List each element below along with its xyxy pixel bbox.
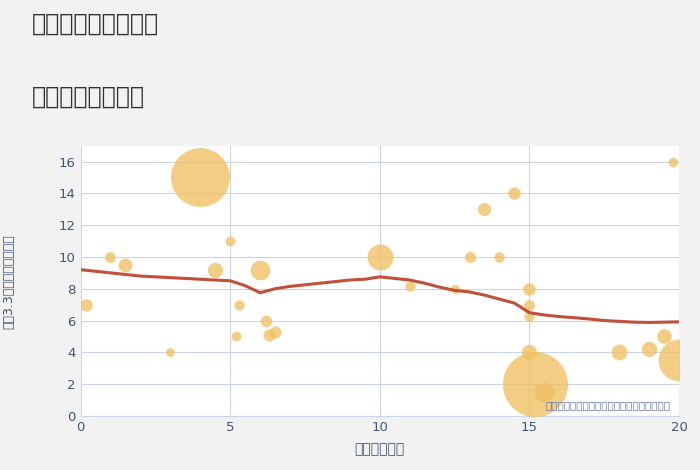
Point [613, 349, 624, 356]
Point [255, 266, 266, 274]
Point [105, 253, 116, 261]
Point [659, 333, 670, 340]
X-axis label: 駅距離（分）: 駅距離（分） [355, 442, 405, 456]
Point [81, 301, 92, 308]
Point [667, 158, 678, 165]
Point [479, 205, 490, 213]
Point [225, 237, 236, 245]
Point [524, 285, 535, 292]
Text: 千葉県香取市府馬の: 千葉県香取市府馬の [32, 12, 159, 36]
Point [263, 331, 274, 339]
Point [260, 317, 272, 324]
Point [539, 388, 550, 396]
Point [209, 266, 220, 274]
Point [524, 349, 535, 356]
Point [673, 357, 685, 364]
Point [464, 253, 475, 261]
Point [195, 174, 206, 181]
Point [524, 301, 535, 308]
Point [270, 328, 281, 336]
Point [449, 285, 460, 292]
Text: 駅距離別土地価格: 駅距離別土地価格 [32, 85, 144, 109]
Point [494, 253, 505, 261]
Point [230, 333, 241, 340]
Point [164, 349, 176, 356]
Point [234, 301, 245, 308]
Point [374, 253, 385, 261]
Point [530, 380, 541, 388]
Text: 坪（3.3㎡）単価（万円）: 坪（3.3㎡）単価（万円） [2, 235, 15, 329]
Point [404, 282, 415, 290]
Text: 円の大きさは、取引のあった物件面積を示す: 円の大きさは、取引のあった物件面積を示す [545, 400, 670, 410]
Point [509, 189, 520, 197]
Point [643, 345, 655, 353]
Point [524, 312, 535, 320]
Point [120, 261, 131, 269]
